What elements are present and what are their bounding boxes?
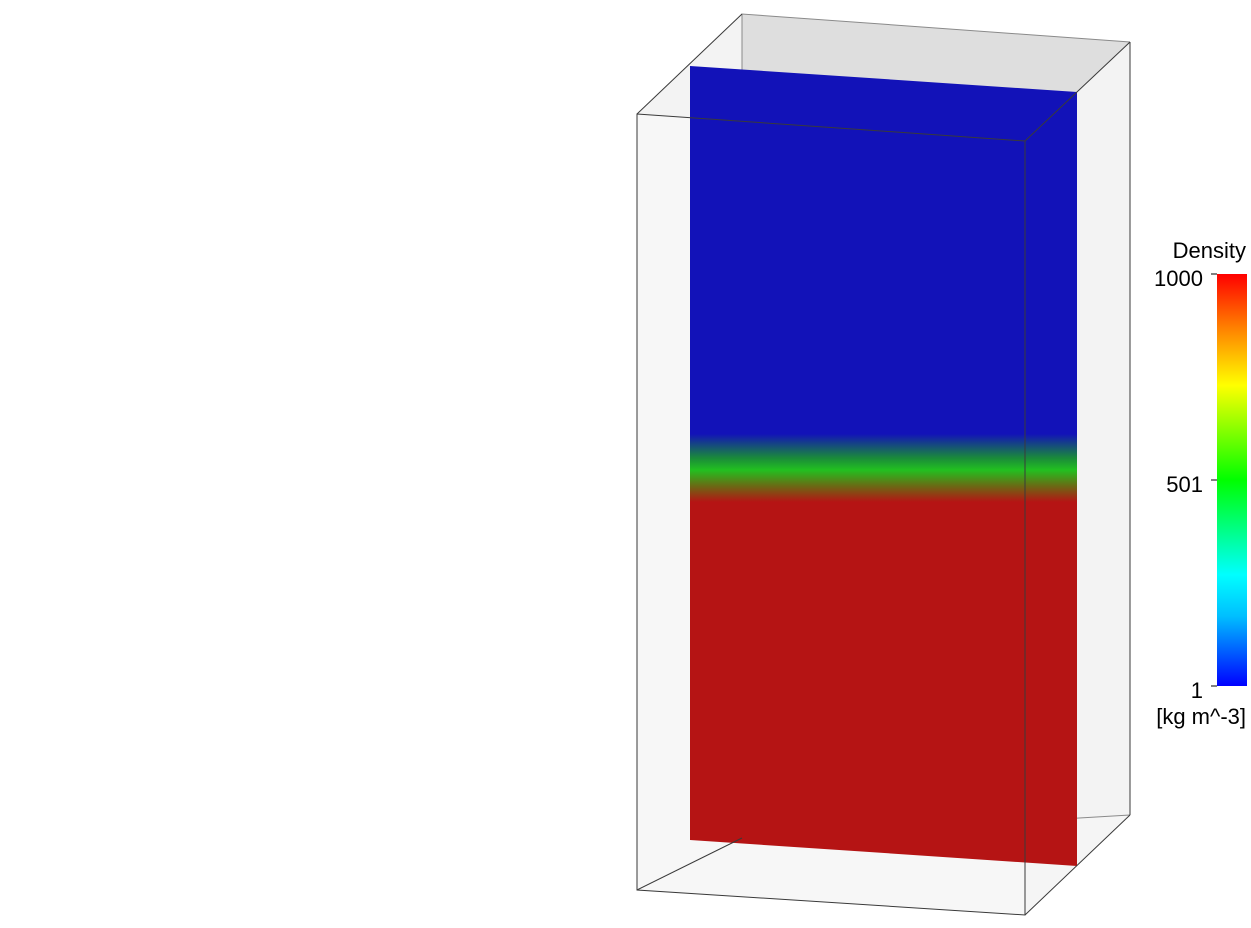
density-contour-plane[interactable] [690,66,1077,866]
legend-tick-label-min: 1 [1191,678,1203,703]
domain-box-front-edges [636,13,1131,916]
legend-tick-label-mid: 501 [1166,472,1203,497]
box-edge-bottom-right [1024,814,1131,916]
legend-title: Density [1173,238,1246,263]
box-edge-bottom-left [636,837,743,891]
legend-tick-label-max: 1000 [1154,266,1203,291]
box-edge-top-left [636,13,743,115]
legend-colorbar [1217,274,1247,686]
density-legend: Density 1000 501 1 [kg m^-3] [1154,238,1247,729]
legend-units: [kg m^-3] [1156,704,1246,729]
box-edge-top-right [1024,41,1131,142]
